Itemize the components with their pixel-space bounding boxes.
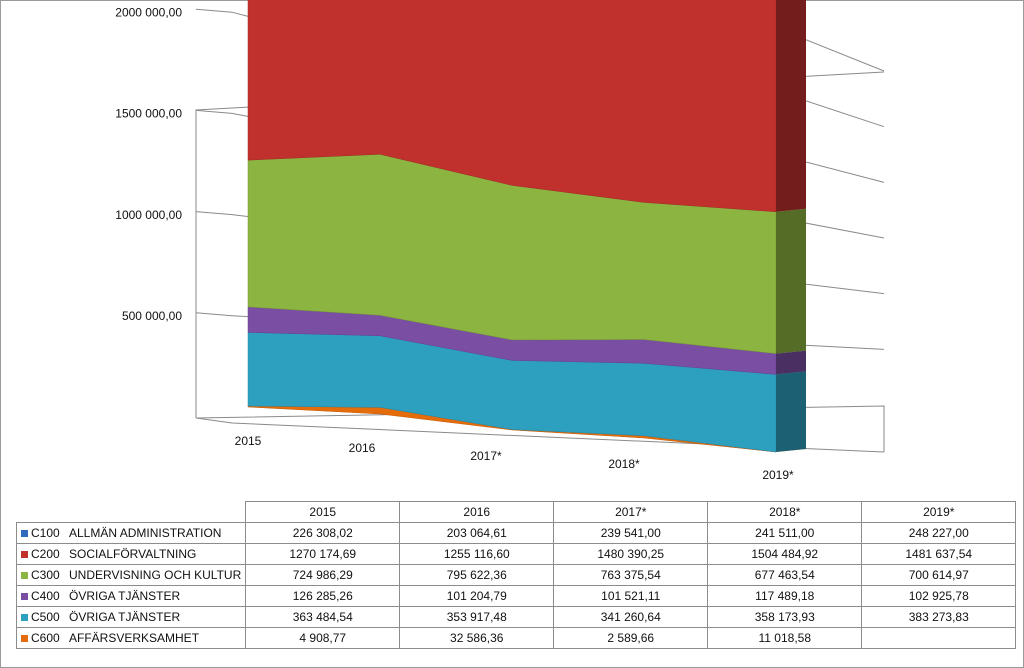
data-cell: 102 925,78 (861, 585, 1017, 607)
series-label: C400 ÖVRIGA TJÄNSTER (15, 585, 247, 607)
year-header: 2016 (399, 501, 555, 523)
table-row: C100 ALLMÄN ADMINISTRATION 226 308,02 203 0… (15, 522, 1017, 544)
table-body: C100 ALLMÄN ADMINISTRATION 226 308,02 203 0… (15, 522, 1017, 649)
data-cell: 677 463,54 (707, 564, 863, 586)
data-cell: 248 227,00 (861, 522, 1017, 544)
data-cell: 11 018,58 (707, 627, 863, 649)
x-tick-label: 2019* (762, 468, 794, 482)
data-cell: 203 064,61 (399, 522, 555, 544)
table-row: C200 SOCIALFÖRVALTNING 1270 174,69 1255 116… (15, 543, 1017, 565)
x-tick-label: 2017* (470, 449, 502, 463)
table-row: C400 ÖVRIGA TJÄNSTER 126 285,26 101 204,79 1… (15, 585, 1017, 607)
gridline-left (195, 109, 233, 114)
data-cell: 1480 390,25 (553, 543, 709, 565)
y-tick-label: 500 000,00 (122, 309, 182, 323)
series-label: C100 ALLMÄN ADMINISTRATION (15, 522, 247, 544)
data-cell: 353 917,48 (399, 606, 555, 628)
data-cell: 241 511,00 (707, 522, 863, 544)
legend-swatch (21, 530, 28, 538)
data-cell: 1504 484,92 (707, 543, 863, 565)
series-name: AFFÄRSVERKSAMHET (69, 631, 200, 645)
chart-plot: 500 000,00 1000 000,00 1500 000,00 2000 000… (115, 0, 885, 482)
data-cell: 126 285,26 (245, 585, 401, 607)
series-label: C500 ÖVRIGA TJÄNSTER (15, 606, 247, 628)
table-header-row: 2015 2016 2017* 2018* 2019* (16, 501, 1017, 523)
data-cell: 2 589,66 (553, 627, 709, 649)
table-row: C500 ÖVRIGA TJÄNSTER 363 484,54 353 917,48 3… (15, 606, 1017, 628)
series-code: C400 (31, 589, 60, 603)
y-tick-label: 1500 000,00 (115, 107, 182, 121)
series-label: C600 AFFÄRSVERKSAMHET (15, 627, 247, 649)
data-cell: 239 541,00 (553, 522, 709, 544)
x-tick-label: 2015 (235, 434, 262, 448)
data-cell: 4 908,77 (245, 627, 401, 649)
data-cell: 358 173,93 (707, 606, 863, 628)
series-code: C300 (31, 568, 60, 582)
data-cell: 724 986,29 (245, 564, 401, 586)
table-corner (16, 501, 247, 523)
data-cell: 383 273,83 (861, 606, 1017, 628)
legend-swatch (21, 593, 28, 601)
series-name: UNDERVISNING OCH KULTUR (69, 568, 242, 582)
legend-swatch (21, 614, 28, 622)
series-side-c500 (776, 371, 806, 452)
series-area-c200 (247, 0, 777, 213)
x-tick-label: 2016 (349, 441, 376, 455)
legend-swatch (21, 551, 28, 559)
y-tick-label: 2000 000,00 (115, 5, 182, 19)
gridline-left (195, 8, 233, 13)
table-row: C600 AFFÄRSVERKSAMHET 4 908,77 32 586,36 2 5… (15, 627, 1017, 649)
series-side-c300 (776, 208, 806, 354)
data-cell: 1481 637,54 (861, 543, 1017, 565)
data-cell: 341 260,64 (553, 606, 709, 628)
series-side-c400 (776, 350, 806, 375)
gridline-left (195, 312, 233, 317)
data-cell: 32 586,36 (399, 627, 555, 649)
series-name: ÖVRIGA TJÄNSTER (69, 589, 181, 603)
series-code: C200 (31, 547, 60, 561)
series-label: C300 UNDERVISNING OCH KULTUR (15, 564, 247, 586)
data-cell: 795 622,36 (399, 564, 555, 586)
data-cell: 101 521,11 (553, 585, 709, 607)
data-cell: 1255 116,60 (399, 543, 555, 565)
data-cell: 226 308,02 (245, 522, 401, 544)
series-side-c200 (776, 0, 806, 212)
year-header: 2018* (707, 501, 863, 523)
gridline-left (195, 211, 233, 216)
year-header: 2019* (861, 501, 1017, 523)
year-header: 2017* (553, 501, 709, 523)
data-table: 2015 2016 2017* 2018* 2019* C100 ALLMÄN A… (15, 501, 1017, 649)
series-code: C600 (31, 631, 60, 645)
year-header: 2015 (245, 501, 401, 523)
data-cell: 363 484,54 (245, 606, 401, 628)
series-code: C500 (31, 610, 60, 624)
data-cell: 763 375,54 (553, 564, 709, 586)
legend-swatch (21, 572, 28, 580)
data-cell (861, 627, 1017, 649)
y-tick-label: 1000 000,00 (115, 208, 182, 222)
legend-swatch (21, 635, 28, 643)
data-cell: 1270 174,69 (245, 543, 401, 565)
data-cell: 117 489,18 (707, 585, 863, 607)
series-name: ÖVRIGA TJÄNSTER (69, 610, 181, 624)
series-code: C100 (31, 526, 60, 540)
series-label: C200 SOCIALFÖRVALTNING (15, 543, 247, 565)
x-tick-label: 2018* (608, 457, 640, 471)
data-cell: 700 614,97 (861, 564, 1017, 586)
series-name: ALLMÄN ADMINISTRATION (69, 526, 222, 540)
data-cell: 101 204,79 (399, 585, 555, 607)
table-row: C300 UNDERVISNING OCH KULTUR 724 986,29 795… (15, 564, 1017, 586)
series-name: SOCIALFÖRVALTNING (69, 547, 197, 561)
